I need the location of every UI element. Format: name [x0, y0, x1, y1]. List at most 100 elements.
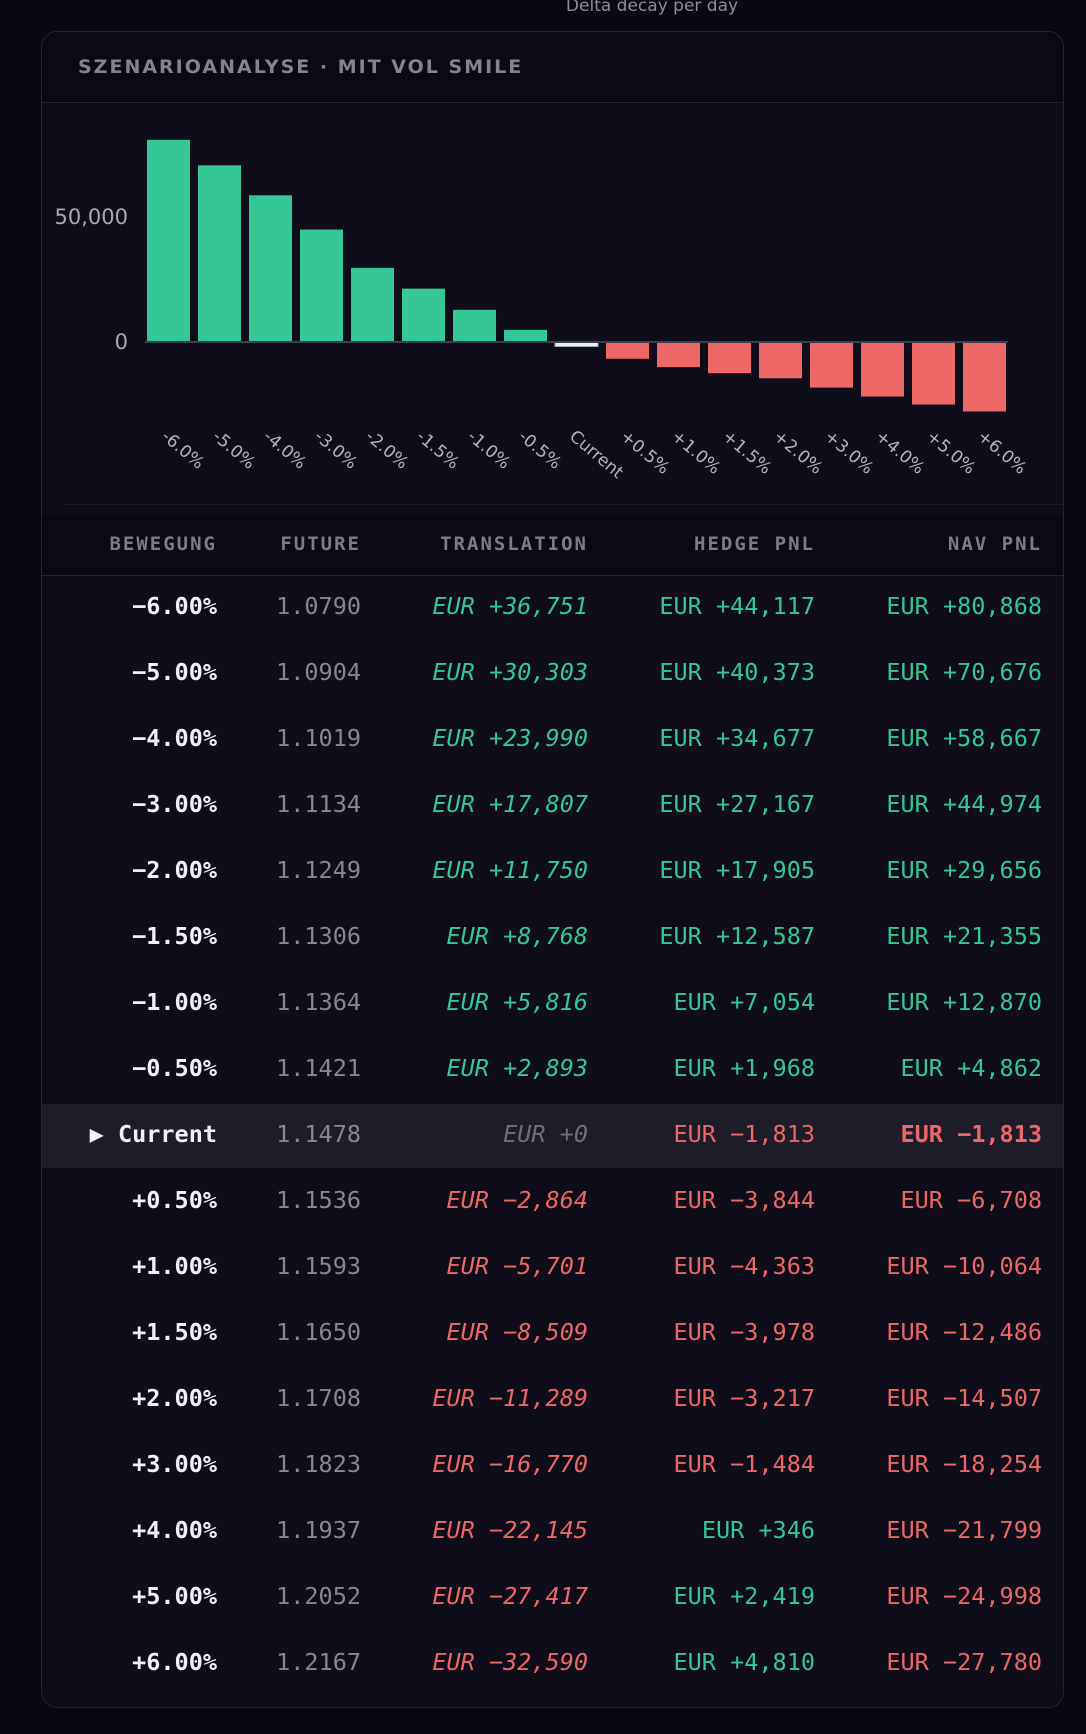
cell-translation: EUR +2,893	[446, 1054, 588, 1082]
cell-hedge-pnl: EUR +27,167	[659, 790, 815, 818]
bar-13[interactable]	[810, 342, 853, 388]
bar-16[interactable]	[963, 342, 1006, 412]
x-tick-label: +1.5%	[718, 427, 775, 479]
cell-future: 1.0904	[276, 658, 361, 686]
cell-bewegung: +4.00%	[132, 1516, 217, 1544]
bar-12[interactable]	[759, 342, 802, 379]
x-tick-label: -1.5%	[412, 427, 463, 474]
cell-future: 1.1249	[276, 856, 361, 884]
cell-translation: EUR −11,289	[432, 1384, 588, 1412]
cell-bewegung: +1.00%	[132, 1252, 217, 1280]
cell-nav-pnl: EUR −14,507	[886, 1384, 1042, 1412]
cell-hedge-pnl: EUR +2,419	[673, 1582, 815, 1610]
cell-hedge-pnl: EUR −1,813	[673, 1120, 815, 1148]
table-row[interactable]: +1.50% 1.1650 EUR −8,509 EUR −3,978 EUR −12,…	[42, 1302, 1063, 1366]
bar-11[interactable]	[708, 342, 751, 374]
cell-bewegung: −2.00%	[132, 856, 217, 884]
table-row[interactable]: +3.00% 1.1823 EUR −16,770 EUR −1,484 EUR −18…	[42, 1434, 1063, 1498]
bar-9[interactable]	[606, 342, 649, 359]
table-row-current[interactable]: ▶ Current 1.1478 EUR +0 EUR −1,813 EUR −1,81…	[42, 1104, 1063, 1168]
cell-hedge-pnl: EUR −3,978	[673, 1318, 815, 1346]
cell-bewegung: +6.00%	[132, 1648, 217, 1676]
header-bewegung: BEWEGUNG	[109, 533, 217, 555]
cell-future: 1.1306	[276, 922, 361, 950]
cell-future: 1.1536	[276, 1186, 361, 1214]
cell-hedge-pnl: EUR −3,217	[673, 1384, 815, 1412]
x-tick-label: -5.0%	[208, 427, 259, 474]
cell-bewegung: −5.00%	[132, 658, 217, 686]
x-tick-label: -0.5%	[514, 427, 565, 474]
cell-nav-pnl: EUR +44,974	[886, 790, 1042, 818]
table-row[interactable]: −4.00% 1.1019 EUR +23,990 EUR +34,677 EUR +5…	[42, 708, 1063, 772]
x-tick-label: +1.0%	[667, 427, 724, 479]
cell-bewegung: −1.00%	[132, 988, 217, 1016]
table-row[interactable]: +1.00% 1.1593 EUR −5,701 EUR −4,363 EUR −10,…	[42, 1236, 1063, 1300]
table-row[interactable]: −2.00% 1.1249 EUR +11,750 EUR +17,905 EUR +2…	[42, 840, 1063, 904]
scenario-analysis-card: SZENARIOANALYSE · MIT VOL SMILE 0 50,000 -…	[41, 31, 1064, 1708]
table-row[interactable]: −6.00% 1.0790 EUR +36,751 EUR +44,117 EUR +8…	[42, 576, 1063, 640]
bar-15[interactable]	[912, 342, 955, 405]
cell-nav-pnl: EUR +80,868	[886, 592, 1042, 620]
table-row[interactable]: +0.50% 1.1536 EUR −2,864 EUR −3,844 EUR −6,7…	[42, 1170, 1063, 1234]
header-hedge-pnl: HEDGE PNL	[694, 533, 815, 555]
bar-0[interactable]	[147, 139, 190, 342]
cell-nav-pnl: EUR −6,708	[900, 1186, 1042, 1214]
cell-bewegung: −3.00%	[132, 790, 217, 818]
cell-hedge-pnl: EUR +40,373	[659, 658, 815, 686]
cell-nav-pnl: EUR −21,799	[886, 1516, 1042, 1544]
bar-2[interactable]	[249, 195, 292, 342]
cell-future: 1.1478	[276, 1120, 361, 1148]
x-tick-label: +3.0%	[820, 427, 877, 479]
table-row[interactable]: +6.00% 1.2167 EUR −32,590 EUR +4,810 EUR −27…	[42, 1632, 1063, 1696]
cell-translation: EUR −32,590	[432, 1648, 588, 1676]
table-row[interactable]: −5.00% 1.0904 EUR +30,303 EUR +40,373 EUR +7…	[42, 642, 1063, 706]
cell-nav-pnl: EUR +70,676	[886, 658, 1042, 686]
header-future: FUTURE	[280, 533, 361, 555]
cell-bewegung: −1.50%	[132, 922, 217, 950]
x-tick-label: +5.0%	[922, 427, 979, 479]
cell-translation: EUR +11,750	[432, 856, 588, 884]
cell-translation: EUR −5,701	[446, 1252, 588, 1280]
cell-nav-pnl: EUR −18,254	[886, 1450, 1042, 1478]
y-tick-label: 0	[115, 330, 128, 354]
cell-bewegung: −6.00%	[132, 592, 217, 620]
table-row[interactable]: +5.00% 1.2052 EUR −27,417 EUR +2,419 EUR −24…	[42, 1566, 1063, 1630]
bar-5[interactable]	[402, 288, 445, 342]
x-tick-label: +0.5%	[616, 427, 673, 479]
cell-hedge-pnl: EUR +17,905	[659, 856, 815, 884]
cell-hedge-pnl: EUR −1,484	[673, 1450, 815, 1478]
cell-translation: EUR −16,770	[432, 1450, 588, 1478]
table-row[interactable]: −1.50% 1.1306 EUR +8,768 EUR +12,587 EUR +21…	[42, 906, 1063, 970]
table-row[interactable]: −1.00% 1.1364 EUR +5,816 EUR +7,054 EUR +12,…	[42, 972, 1063, 1036]
cell-future: 1.1134	[276, 790, 361, 818]
bar-1[interactable]	[198, 165, 241, 342]
cell-future: 1.1708	[276, 1384, 361, 1412]
cell-nav-pnl: EUR +21,355	[886, 922, 1042, 950]
bar-3[interactable]	[300, 229, 343, 342]
cell-nav-pnl: EUR +4,862	[900, 1054, 1042, 1082]
y-tick-label: 50,000	[55, 205, 128, 229]
cell-hedge-pnl: EUR +12,587	[659, 922, 815, 950]
cell-bewegung: −4.00%	[132, 724, 217, 752]
table-row[interactable]: −3.00% 1.1134 EUR +17,807 EUR +27,167 EUR +4…	[42, 774, 1063, 838]
x-tick-label: -2.0%	[361, 427, 412, 474]
cell-translation: EUR −27,417	[432, 1582, 588, 1610]
cell-future: 1.1937	[276, 1516, 361, 1544]
cell-future: 1.1421	[276, 1054, 361, 1082]
table-row[interactable]: −0.50% 1.1421 EUR +2,893 EUR +1,968 EUR +4,8…	[42, 1038, 1063, 1102]
bar-6[interactable]	[453, 309, 496, 342]
table-row[interactable]: +2.00% 1.1708 EUR −11,289 EUR −3,217 EUR −14…	[42, 1368, 1063, 1432]
header-translation: TRANSLATION	[440, 533, 588, 555]
card-header: SZENARIOANALYSE · MIT VOL SMILE	[42, 32, 1063, 103]
bar-7[interactable]	[504, 329, 547, 342]
bar-10[interactable]	[657, 342, 700, 368]
table-header: BEWEGUNG FUTURE TRANSLATION HEDGE PNL NA…	[42, 515, 1063, 576]
bar-4[interactable]	[351, 267, 394, 342]
cell-future: 1.1650	[276, 1318, 361, 1346]
cell-hedge-pnl: EUR −4,363	[673, 1252, 815, 1280]
cell-future: 1.1593	[276, 1252, 361, 1280]
cell-nav-pnl: EUR −24,998	[886, 1582, 1042, 1610]
cell-hedge-pnl: EUR +346	[701, 1516, 815, 1544]
table-row[interactable]: +4.00% 1.1937 EUR −22,145 EUR +346 EUR −21,7…	[42, 1500, 1063, 1564]
bar-14[interactable]	[861, 342, 904, 397]
